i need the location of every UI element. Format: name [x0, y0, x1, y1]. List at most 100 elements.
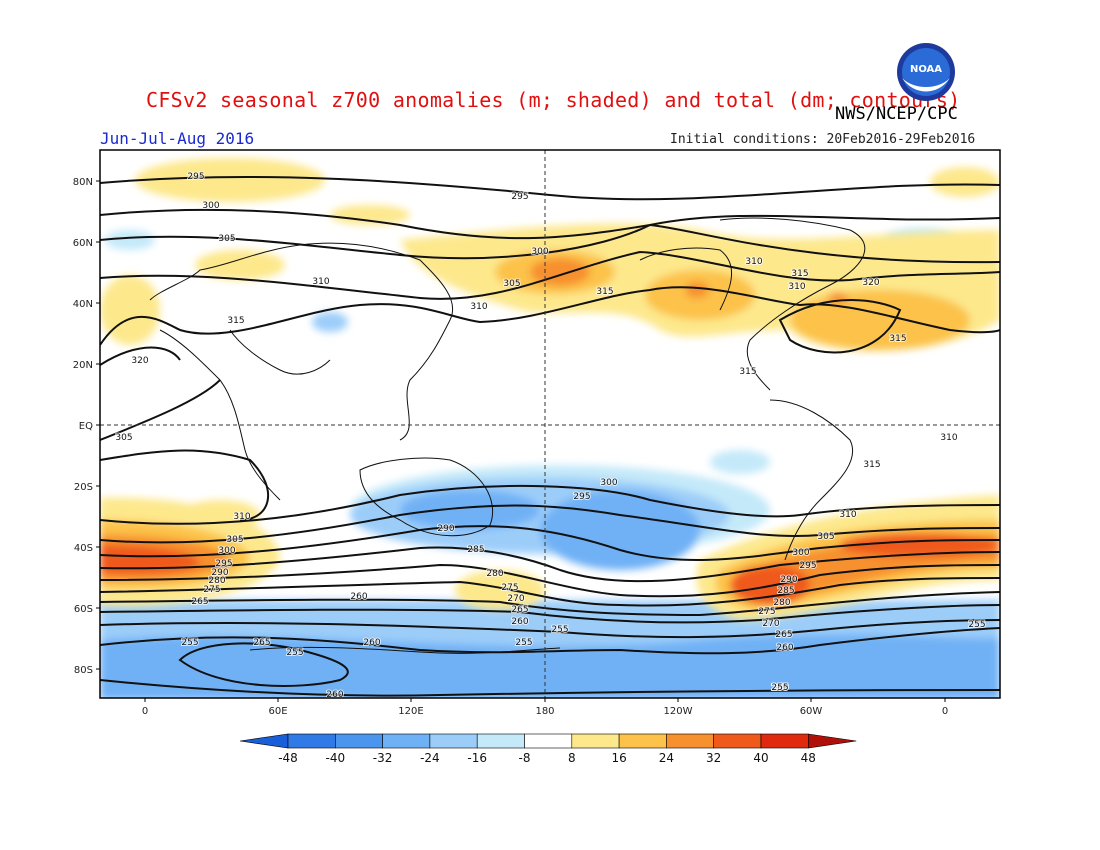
contour-label: 255	[515, 638, 532, 648]
contour-label: 300	[792, 548, 809, 558]
contour-label: 270	[507, 594, 524, 604]
contour-label: 285	[777, 586, 794, 596]
contour-label: 260	[350, 592, 367, 602]
contour-label: 260	[776, 643, 793, 653]
coastlines	[149, 217, 866, 654]
colorbar-label: -40	[325, 751, 345, 765]
colorbar-label: -48	[278, 751, 298, 765]
colorbar-segment	[760, 733, 809, 749]
colorbar-segment	[571, 733, 620, 749]
contour-label: 260	[771, 683, 788, 693]
contour-label: 280	[486, 569, 503, 579]
contour-label: 305	[115, 433, 132, 443]
colorbar-label: -24	[420, 751, 440, 765]
colorbar-label: -32	[373, 751, 393, 765]
contour-label: 315	[889, 334, 906, 344]
contour-label: 315	[227, 316, 244, 326]
contour-label: 290	[211, 568, 228, 578]
colorbar-segment	[618, 733, 667, 749]
contour-label: 305	[503, 279, 520, 289]
contour-label: 265	[775, 630, 792, 640]
longitude-labels: 0 60E 120E 180 120W 60W 0	[142, 698, 948, 717]
contour-label: 265	[191, 597, 208, 607]
lat-label: 60N	[73, 238, 93, 249]
colorbar-segment	[713, 733, 762, 749]
contour-label: 295	[573, 492, 590, 502]
lat-label: 20N	[73, 360, 93, 371]
lat-label: 40N	[73, 299, 93, 310]
contour-labels: 295 300 305 310 315 320 295 300 305 310 315 320 310 3…	[114, 171, 986, 700]
colorbar-label: 48	[801, 751, 816, 765]
contour-label: 295	[511, 192, 528, 202]
lat-label: 80N	[73, 177, 93, 188]
contour-label: 275	[501, 583, 518, 593]
colorbar-segment	[666, 733, 715, 749]
map-frame	[99, 149, 1001, 699]
contour-label: 305	[817, 532, 834, 542]
colorbar-label: -16	[467, 751, 487, 765]
latitude-labels: 80N 60N 40N 20N EQ 20S 40S 60S 80S	[73, 177, 100, 676]
contour-label: 300	[600, 478, 617, 488]
contour-label: 285	[467, 545, 484, 555]
colorbar-label: 16	[611, 751, 626, 765]
colorbar-left-arrow	[239, 733, 289, 749]
colorbar-label: 8	[568, 751, 576, 765]
contour-label: 290	[437, 524, 454, 534]
contour-label: 260	[326, 690, 343, 700]
contour-label: 310	[233, 512, 250, 522]
contour-label: 300	[531, 247, 548, 257]
lat-label: 40S	[74, 543, 93, 554]
forecast-period: Jun-Jul-Aug 2016	[100, 129, 255, 148]
contour-label: 315	[596, 287, 613, 297]
colorbar-segment	[382, 733, 431, 749]
contour-label: 280	[208, 576, 225, 586]
contour-label: 290	[780, 575, 797, 585]
height-contours	[100, 175, 1000, 697]
contour-label: 255	[968, 620, 985, 630]
contour-label: 315	[739, 367, 756, 377]
contour-label: 260	[363, 638, 380, 648]
contour-label: 310	[745, 257, 762, 267]
contour-label: 260	[511, 617, 528, 627]
lon-label: 60E	[268, 706, 287, 717]
contour-label: 310	[470, 302, 487, 312]
lon-label: 0	[942, 706, 948, 717]
contour-label: 320	[131, 356, 148, 366]
lon-label: 180	[535, 706, 554, 717]
contour-label: 255	[181, 638, 198, 648]
colorbar-right-arrow	[808, 733, 857, 749]
contour-label: 305	[218, 234, 235, 244]
contour-label: 295	[187, 172, 204, 182]
lon-label: 120E	[398, 706, 423, 717]
colorbar-label: 24	[659, 751, 674, 765]
colorbar-label: 32	[706, 751, 721, 765]
lat-label: 80S	[74, 665, 93, 676]
contour-label: 280	[773, 598, 790, 608]
colorbar-segment	[334, 733, 383, 749]
colorbar-label: 40	[753, 751, 768, 765]
contour-label: 295	[799, 561, 816, 571]
agency-label: NWS/NCEP/CPC	[835, 104, 958, 124]
contour-label: 315	[791, 269, 808, 279]
lat-label: 20S	[74, 482, 93, 493]
map-title: CFSv2 seasonal z700 anomalies (m; shaded…	[146, 88, 961, 112]
noaa-logo-text: NOAA	[910, 64, 942, 75]
lat-label: EQ	[79, 421, 93, 432]
initial-conditions: Initial conditions: 20Feb2016-29Feb2016	[670, 132, 976, 147]
contour-label: 275	[758, 607, 775, 617]
contour-label: 255	[551, 625, 568, 635]
lon-label: 60W	[800, 706, 823, 717]
contour-label: 300	[218, 546, 235, 556]
contour-label: 320	[862, 278, 879, 288]
colorbar-segment	[429, 733, 478, 749]
colorbar-segment	[524, 733, 573, 749]
lon-label: 120W	[664, 706, 693, 717]
contour-label: 275	[203, 585, 220, 595]
colorbar: -48 -40 -32 -24 -16 -8 8 16 24 32 40 48	[239, 733, 857, 765]
contour-label: 270	[762, 619, 779, 629]
contour-label: 310	[788, 282, 805, 292]
contour-label: 255	[771, 683, 788, 693]
contour-label: 315	[863, 460, 880, 470]
colorbar-label: -8	[519, 751, 531, 765]
